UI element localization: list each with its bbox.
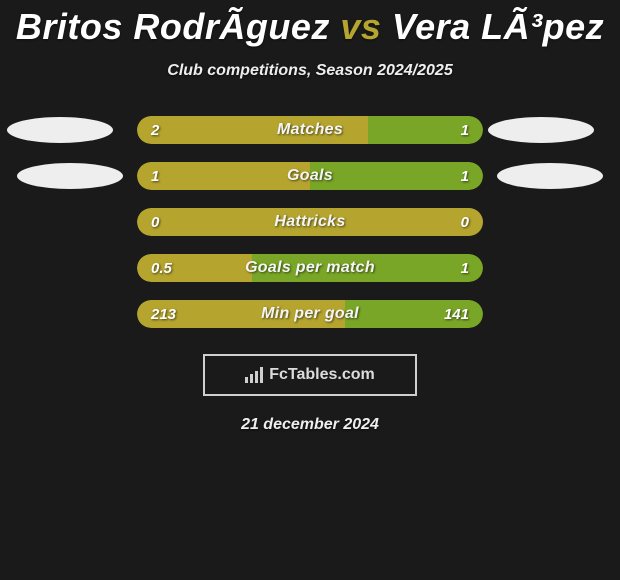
bar-left bbox=[137, 162, 310, 190]
bar-right bbox=[345, 300, 483, 328]
brand-logo-icon bbox=[245, 367, 263, 383]
stat-row: Goals11 bbox=[0, 162, 620, 190]
stat-bar: Goals per match0.51 bbox=[137, 254, 483, 282]
player1-name: Britos RodrÃ­guez bbox=[16, 6, 330, 47]
comparison-infographic: Britos RodrÃ­guez vs Vera LÃ³pez Club co… bbox=[0, 0, 620, 580]
player2-name: Vera LÃ³pez bbox=[392, 6, 604, 47]
left-ellipse-icon bbox=[7, 117, 113, 143]
stat-bar: Goals11 bbox=[137, 162, 483, 190]
bar-left bbox=[137, 300, 345, 328]
left-ellipse-icon bbox=[17, 163, 123, 189]
vs-text: vs bbox=[340, 6, 381, 47]
right-ellipse-icon bbox=[488, 117, 594, 143]
bar-left bbox=[137, 254, 252, 282]
bar-right bbox=[368, 116, 483, 144]
stat-bar: Hattricks00 bbox=[137, 208, 483, 236]
stat-rows: Matches21 Goals11 Hattricks00 Goals per mat… bbox=[0, 116, 620, 328]
page-title: Britos RodrÃ­guez vs Vera LÃ³pez bbox=[0, 0, 620, 48]
bar-right bbox=[310, 162, 483, 190]
brand-footer: FcTables.com bbox=[203, 354, 417, 396]
right-ellipse-icon bbox=[497, 163, 603, 189]
bar-right bbox=[252, 254, 483, 282]
date-label: 21 december 2024 bbox=[0, 416, 620, 434]
stat-row: Min per goal213141 bbox=[0, 300, 620, 328]
stat-bar: Min per goal213141 bbox=[137, 300, 483, 328]
bar-left bbox=[137, 116, 368, 144]
bar-left bbox=[137, 208, 483, 236]
stat-row: Goals per match0.51 bbox=[0, 254, 620, 282]
stat-row: Matches21 bbox=[0, 116, 620, 144]
subtitle: Club competitions, Season 2024/2025 bbox=[0, 62, 620, 80]
brand-label: FcTables.com bbox=[269, 366, 375, 384]
stat-bar: Matches21 bbox=[137, 116, 483, 144]
stat-row: Hattricks00 bbox=[0, 208, 620, 236]
